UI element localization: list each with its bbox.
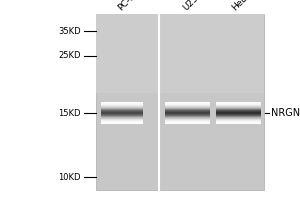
Bar: [216, 102, 261, 103]
Bar: [100, 117, 142, 118]
Bar: [216, 114, 261, 115]
Bar: [216, 107, 261, 108]
Text: U251: U251: [181, 0, 204, 12]
Bar: [100, 106, 142, 107]
Bar: [100, 111, 142, 112]
Text: 15KD: 15KD: [58, 108, 81, 117]
Bar: [216, 116, 261, 117]
Bar: [165, 102, 210, 103]
Bar: [165, 108, 210, 109]
Bar: [100, 118, 142, 119]
Bar: [165, 121, 210, 122]
Bar: [100, 102, 142, 103]
Bar: [165, 114, 210, 115]
Bar: [165, 119, 210, 120]
Bar: [216, 119, 261, 120]
Bar: [100, 116, 142, 117]
Bar: [96, 14, 264, 93]
Bar: [165, 105, 210, 106]
Bar: [96, 14, 264, 190]
Bar: [165, 120, 210, 121]
Bar: [100, 122, 142, 123]
Bar: [100, 110, 142, 111]
Text: HeLa: HeLa: [231, 0, 253, 12]
Bar: [216, 112, 261, 113]
Bar: [216, 105, 261, 106]
Bar: [216, 117, 261, 118]
Bar: [165, 107, 210, 108]
Bar: [165, 111, 210, 112]
Bar: [100, 107, 142, 108]
Bar: [100, 113, 142, 114]
Text: 25KD: 25KD: [58, 51, 81, 60]
Bar: [216, 104, 261, 105]
Bar: [165, 107, 210, 108]
Bar: [165, 113, 210, 114]
Bar: [100, 123, 142, 124]
Bar: [216, 115, 261, 116]
Bar: [100, 104, 142, 105]
Bar: [216, 111, 261, 112]
Bar: [216, 107, 261, 108]
Bar: [100, 105, 142, 106]
Bar: [165, 103, 210, 104]
Bar: [165, 118, 210, 119]
Text: 10KD: 10KD: [58, 172, 81, 182]
Bar: [165, 117, 210, 118]
Bar: [165, 115, 210, 116]
Bar: [100, 119, 142, 120]
Text: PC-3: PC-3: [117, 0, 138, 12]
Bar: [100, 115, 142, 116]
Bar: [165, 106, 210, 107]
Bar: [100, 120, 142, 121]
Bar: [165, 110, 210, 111]
Bar: [165, 104, 210, 105]
Bar: [216, 113, 261, 114]
Bar: [100, 103, 142, 104]
Bar: [216, 108, 261, 109]
Text: NRGN: NRGN: [272, 108, 300, 118]
Bar: [216, 123, 261, 124]
Bar: [165, 112, 210, 113]
Bar: [216, 121, 261, 122]
Bar: [216, 122, 261, 123]
Bar: [100, 109, 142, 110]
Bar: [216, 118, 261, 119]
Bar: [216, 106, 261, 107]
Bar: [100, 121, 142, 122]
Bar: [100, 108, 142, 109]
Bar: [165, 109, 210, 110]
Bar: [216, 110, 261, 111]
Bar: [165, 122, 210, 123]
Bar: [100, 107, 142, 108]
Bar: [165, 123, 210, 124]
Bar: [216, 109, 261, 110]
Bar: [216, 103, 261, 104]
Text: 35KD: 35KD: [58, 26, 81, 36]
Bar: [100, 112, 142, 113]
Bar: [100, 114, 142, 115]
Bar: [216, 120, 261, 121]
Bar: [165, 116, 210, 117]
